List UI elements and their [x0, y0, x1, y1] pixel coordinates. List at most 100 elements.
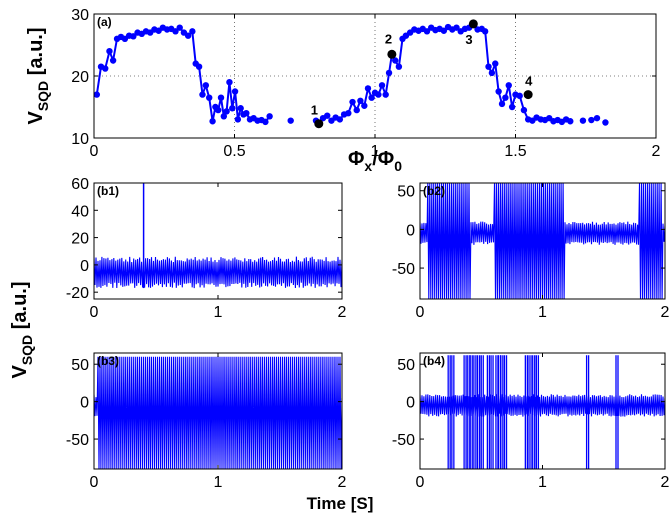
data-point: [392, 57, 399, 64]
trace-b3: [94, 356, 342, 469]
panel-label-b3: (b3): [97, 354, 119, 368]
data-point: [423, 28, 431, 35]
x-tick-label: 0: [90, 474, 99, 491]
data-point: [485, 63, 492, 70]
y-tick-label: 30: [71, 7, 89, 24]
y-tick-label: 20: [71, 231, 89, 248]
data-point: [94, 91, 101, 98]
data-point: [516, 92, 523, 100]
data-point: [588, 116, 595, 124]
x-tick-label: 1: [538, 304, 547, 321]
x-tick-label: 0: [416, 304, 425, 321]
xlabel-time: Time [S]: [307, 494, 374, 513]
data-point: [349, 98, 356, 106]
data-point: [382, 91, 389, 98]
x-tick-label: 2: [652, 143, 661, 160]
data-point: [502, 94, 509, 101]
ylabel-a: VSQD [a.u.]: [25, 27, 51, 124]
y-tick-label: 10: [71, 131, 89, 148]
data-point: [243, 110, 250, 117]
data-point: [378, 82, 386, 89]
data-point: [223, 108, 230, 115]
highlight-point-2: [387, 49, 397, 59]
data-point: [453, 24, 460, 31]
data-point: [172, 28, 179, 35]
plot-area-b4: [420, 355, 665, 469]
panel-label-a: (a): [97, 15, 112, 29]
panel-b4: 0 1 2 -50 0 50 (b4): [392, 352, 670, 491]
panel-label-b2: (b2): [423, 184, 445, 198]
data-point: [481, 28, 489, 35]
x-tick-label: 2: [338, 474, 347, 491]
y-tick-label: 0: [80, 395, 89, 412]
y-tick-label: -50: [66, 432, 89, 449]
highlight-point-1: [314, 119, 324, 129]
plot-area-b3: [94, 356, 342, 469]
data-point: [498, 100, 506, 108]
x-tick-label: 0: [90, 304, 99, 321]
y-tick-label: 0: [406, 222, 415, 239]
data-point: [202, 82, 210, 89]
data-point: [505, 82, 512, 89]
data-point: [130, 33, 137, 40]
y-tick-label: 50: [71, 357, 89, 374]
x-tick-label: 1: [538, 474, 547, 491]
xlabel-a: Φx/Φ0: [348, 148, 402, 174]
data-point: [357, 97, 364, 105]
point-label-1: 1: [311, 103, 318, 118]
data-point: [287, 117, 294, 124]
y-tick-label: 50: [397, 184, 415, 201]
data-point: [361, 102, 368, 109]
data-point: [262, 118, 269, 126]
y-tick-label: 0: [406, 395, 415, 412]
x-tick-label: 2: [661, 304, 670, 321]
data-point: [375, 91, 382, 98]
x-tick-label: 2: [661, 474, 670, 491]
data-point: [229, 105, 236, 112]
y-tick-label: 20: [71, 69, 89, 86]
x-tick-label: 1: [214, 474, 223, 491]
point-label-4: 4: [525, 74, 533, 89]
data-point: [206, 94, 213, 101]
plot-area-b2: [420, 183, 665, 299]
y-tick-label: -50: [392, 261, 415, 278]
data-point: [215, 106, 222, 114]
trace-b1: [94, 256, 342, 289]
x-tick-label: 2: [338, 304, 347, 321]
x-tick-label: 0: [416, 474, 425, 491]
data-point: [336, 116, 344, 123]
data-point: [508, 103, 516, 111]
y-tick-label: 40: [71, 203, 89, 220]
data-point: [345, 110, 352, 117]
panel-b2: 0 1 2 -50 0 50 (b2): [392, 182, 670, 321]
y-tick-label: 0: [80, 258, 89, 275]
data-point: [395, 63, 403, 70]
data-point: [364, 85, 372, 92]
data-point: [495, 88, 502, 95]
highlight-point-3: [468, 19, 478, 29]
y-tick-label: 60: [71, 176, 89, 193]
data-point: [109, 57, 117, 64]
data-point: [195, 63, 203, 70]
data-point: [579, 117, 587, 124]
data-point: [220, 113, 228, 120]
data-point: [520, 106, 528, 114]
x-tick-label: 1: [214, 304, 223, 321]
panel-label-b4: (b4): [423, 354, 445, 368]
data-point: [602, 119, 609, 126]
trace-b2: [420, 183, 665, 299]
highlight-point-4: [523, 90, 533, 100]
data-point: [209, 118, 216, 125]
y-tick-label: -20: [66, 285, 89, 302]
panel-a: 1 2 3 4 0 0.5 1 1.5 2 10 20 30 (a): [71, 7, 660, 160]
y-tick-label: 50: [397, 357, 415, 374]
series-line-1: [330, 23, 571, 124]
data-point: [266, 113, 273, 120]
data-point: [217, 94, 225, 101]
panel-label-b1: (b1): [97, 184, 119, 198]
plot-area-b1: [94, 183, 342, 289]
data-point: [492, 60, 499, 67]
data-point: [353, 106, 360, 114]
